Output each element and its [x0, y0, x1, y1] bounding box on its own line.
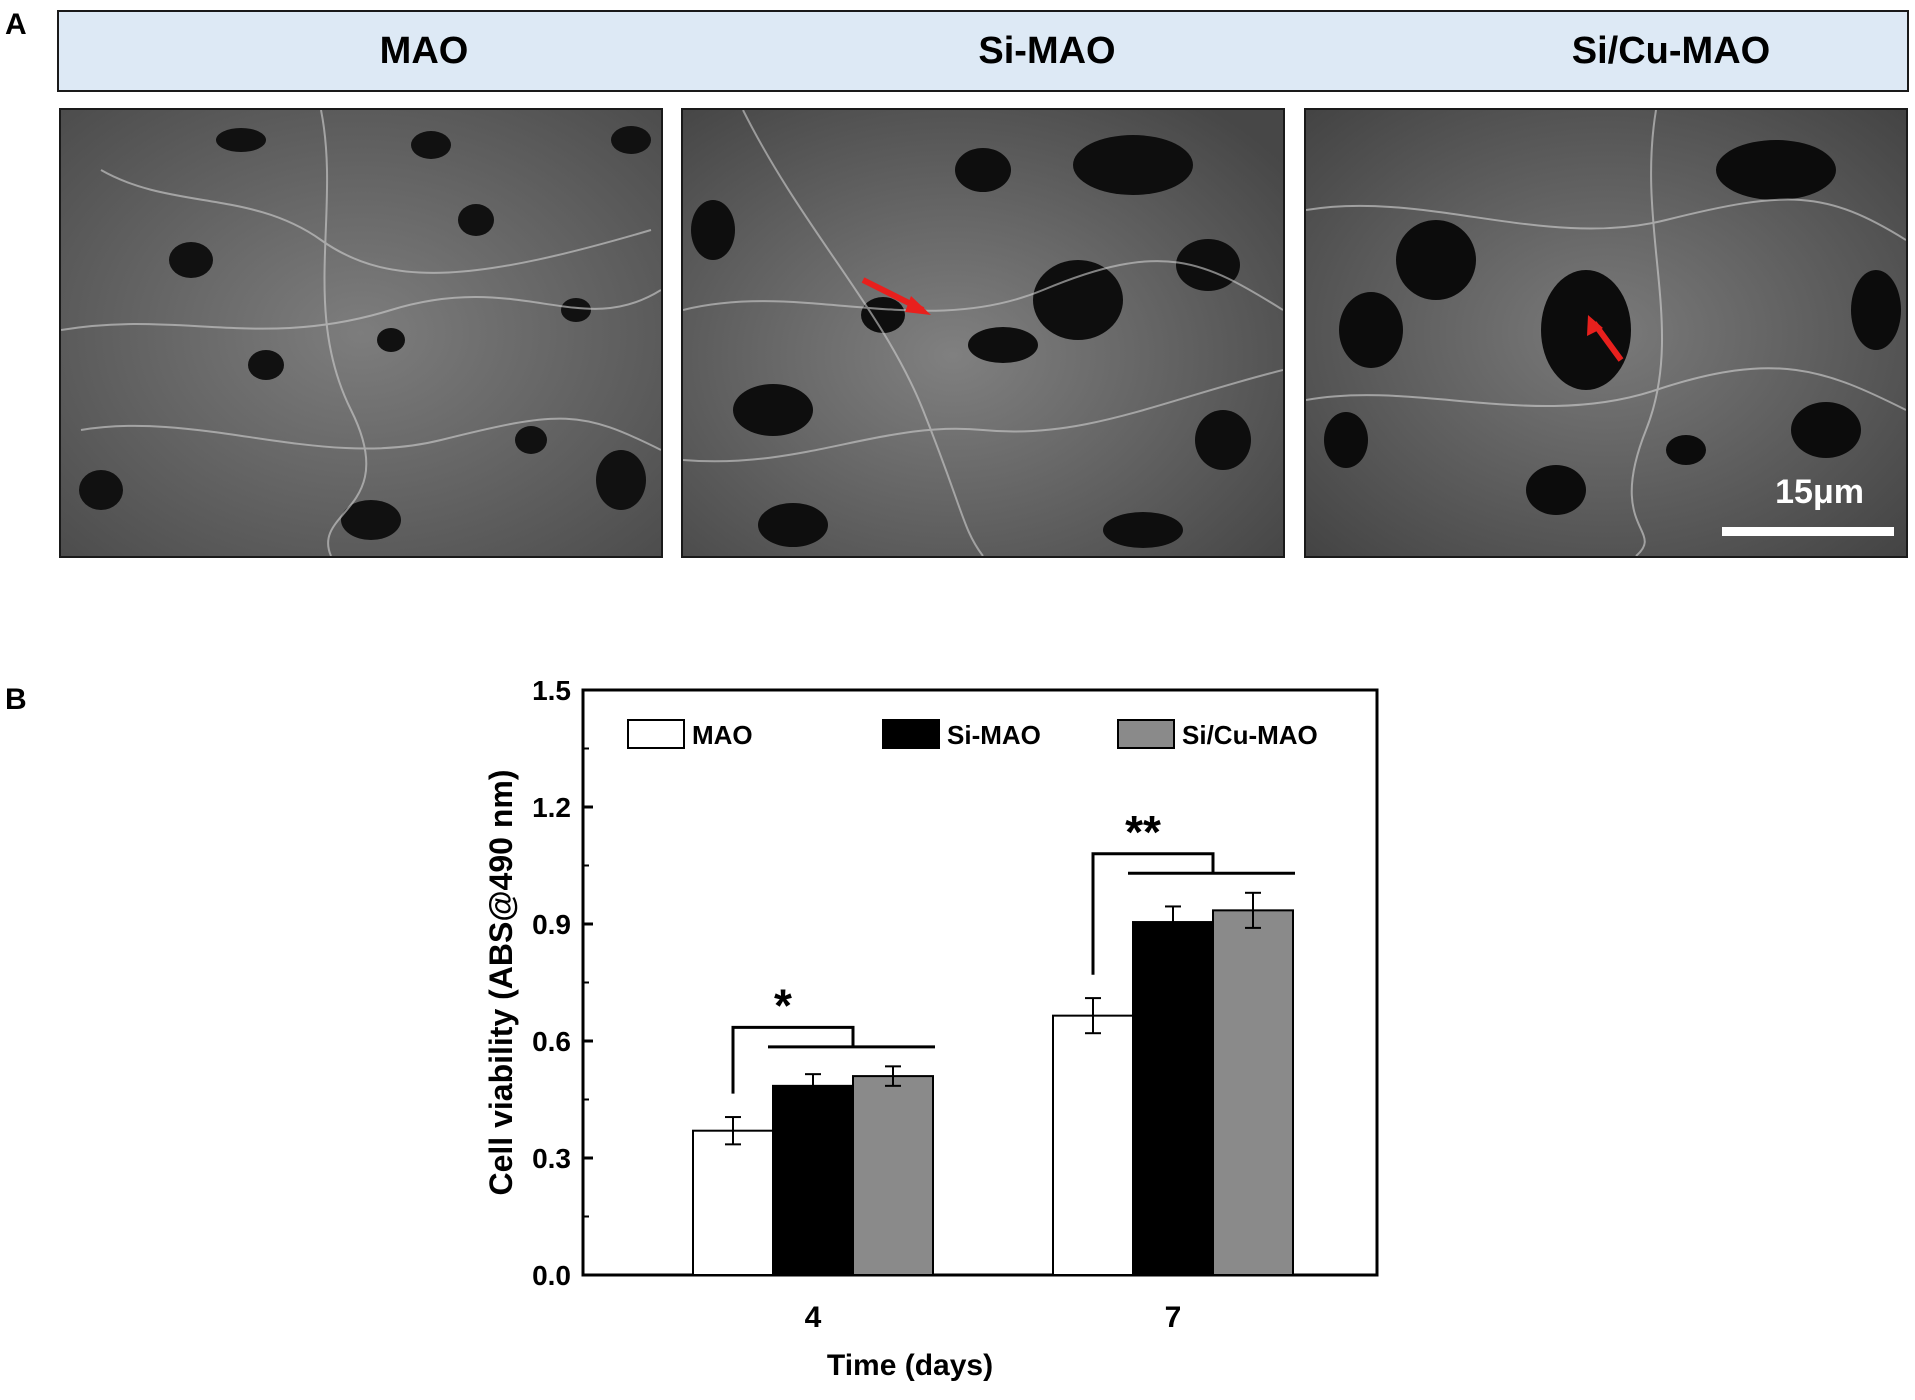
significance-mark: *	[774, 979, 792, 1031]
x-tick-label: 7	[1165, 1301, 1182, 1334]
sem-image-si-mao	[681, 108, 1285, 558]
y-tick-label: 1.5	[532, 675, 571, 706]
panel-a-letter: A	[5, 8, 27, 41]
column-label-si-cu-mao: Si/Cu-MAO	[1571, 30, 1771, 72]
x-tick-label: 4	[805, 1301, 822, 1334]
x-axis-label: Time (days)	[827, 1349, 993, 1382]
legend-label: Si-MAO	[947, 720, 1041, 750]
sem-image-mao	[59, 108, 663, 558]
scale-bar	[1722, 527, 1894, 536]
significance-mark: **	[1125, 806, 1161, 858]
bar-si-cu-mao-day4	[852, 1075, 934, 1276]
y-tick-label: 0.3	[532, 1143, 571, 1174]
scale-bar-label: 15μm	[1775, 473, 1864, 511]
column-label-mao: MAO	[379, 30, 469, 72]
sem-image-si-cu-mao: 15μm	[1304, 108, 1908, 558]
legend-label: MAO	[692, 720, 753, 750]
y-axis-label: Cell viability (ABS@490 nm)	[483, 770, 519, 1196]
cell-viability-chart: 0.0 0.3 0.6 0.9 1.2 1.5 Cell viability (ABS@49…	[460, 650, 1400, 1395]
legend-swatch	[1117, 719, 1175, 749]
panel-b-letter: B	[5, 683, 27, 716]
significance-bracket	[731, 1025, 855, 1094]
legend-swatch	[627, 719, 685, 749]
y-tick-label: 0.0	[532, 1260, 571, 1291]
bar-si-cu-mao-day7	[1212, 909, 1294, 1276]
significance-bracket	[1091, 852, 1215, 975]
column-header-bar: MAO Si-MAO Si/Cu-MAO	[57, 10, 1909, 92]
bar-si-mao-day7	[1132, 921, 1214, 1276]
bar-mao-day7	[1052, 1014, 1134, 1276]
y-tick-label: 1.2	[532, 792, 571, 823]
y-tick-label: 0.9	[532, 909, 571, 940]
bar-mao-day4	[692, 1129, 774, 1277]
column-label-si-mao: Si-MAO	[978, 30, 1116, 72]
legend-swatch	[882, 719, 940, 749]
y-tick-label: 0.6	[532, 1026, 571, 1057]
bar-si-mao-day4	[772, 1084, 854, 1276]
legend-label: Si/Cu-MAO	[1182, 720, 1318, 750]
